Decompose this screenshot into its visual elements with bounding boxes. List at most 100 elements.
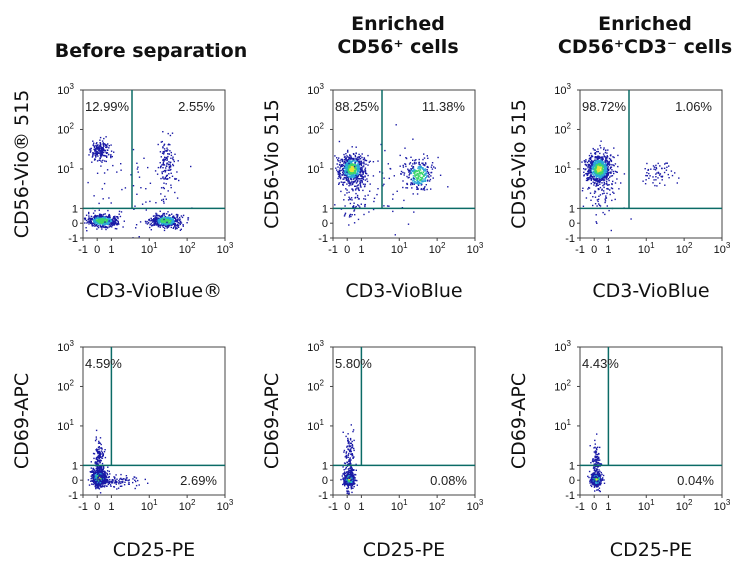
- event-dot: [157, 215, 159, 217]
- event-dot: [372, 175, 375, 177]
- event-dot: [101, 470, 103, 472]
- event-dot: [593, 149, 595, 151]
- event-dot: [360, 163, 362, 166]
- event-dot: [110, 482, 112, 484]
- event-dot: [95, 473, 98, 475]
- event-dot: [92, 467, 95, 470]
- event-dot: [100, 474, 103, 476]
- event-dot: [433, 166, 435, 168]
- event-dot: [343, 480, 345, 483]
- event-dot: [102, 219, 105, 222]
- event-dot: [114, 217, 116, 219]
- event-dot: [603, 176, 606, 179]
- event-dot: [347, 470, 349, 473]
- event-dot: [154, 170, 157, 172]
- event-dot: [356, 175, 358, 178]
- event-dot: [607, 149, 609, 151]
- event-dot: [608, 164, 611, 166]
- event-dot: [411, 165, 413, 167]
- event-dot: [597, 150, 599, 153]
- event-dot: [99, 150, 101, 152]
- event-dot: [609, 166, 612, 168]
- tick-base: 10: [467, 244, 479, 256]
- event-dot: [425, 184, 427, 186]
- event-dot: [358, 153, 360, 156]
- event-dot: [111, 479, 114, 481]
- event-dot: [344, 171, 347, 173]
- event-dot: [149, 182, 152, 184]
- quadrant-percentage: 11.38%: [422, 99, 466, 114]
- event-dot: [354, 185, 356, 187]
- event-dot: [417, 187, 419, 190]
- event-dot: [98, 454, 101, 456]
- event-dot: [415, 179, 418, 181]
- event-dot: [659, 173, 662, 175]
- event-dot: [377, 160, 379, 162]
- event-dot: [97, 485, 99, 487]
- event-dot: [170, 154, 173, 157]
- tick-exponent: 3: [70, 82, 75, 91]
- event-dot: [347, 178, 350, 180]
- event-dot: [613, 172, 615, 175]
- event-dot: [117, 487, 120, 489]
- event-dot: [349, 168, 351, 170]
- quadrant-percentage: 1.06%: [675, 99, 712, 114]
- event-dot: [162, 176, 164, 178]
- event-dot: [93, 472, 95, 475]
- event-dot: [599, 160, 601, 162]
- event-dot: [664, 184, 666, 186]
- event-dot: [421, 178, 423, 181]
- event-dot: [655, 173, 657, 175]
- event-dot: [172, 158, 174, 160]
- event-dot: [352, 163, 355, 166]
- tick-base: 10: [554, 124, 566, 136]
- event-dot: [161, 171, 163, 173]
- event-dot: [105, 223, 107, 225]
- event-dot: [167, 149, 169, 151]
- event-dot: [426, 175, 428, 177]
- event-dot: [352, 175, 354, 177]
- event-dot: [344, 174, 346, 176]
- event-dot: [418, 175, 421, 177]
- event-dot: [419, 179, 422, 182]
- event-dot: [169, 177, 171, 179]
- event-dot: [361, 178, 363, 180]
- event-dot: [104, 449, 106, 451]
- event-dot: [357, 163, 359, 165]
- event-dot: [357, 164, 360, 167]
- event-dot: [98, 479, 100, 481]
- event-dot: [359, 184, 362, 186]
- event-dot: [668, 177, 670, 179]
- event-dot: [88, 212, 90, 215]
- tick-exponent: 3: [70, 339, 75, 348]
- event-dot: [102, 152, 104, 154]
- event-dot: [109, 225, 111, 227]
- event-dot: [114, 221, 116, 223]
- column-title: CD56⁺ cells: [337, 36, 458, 58]
- event-dot: [350, 164, 352, 166]
- event-dot: [343, 178, 345, 180]
- event-dot: [648, 177, 650, 179]
- event-dot: [162, 167, 164, 169]
- event-dot: [426, 176, 428, 178]
- event-dot: [96, 151, 98, 153]
- event-dot: [358, 178, 360, 180]
- event-dot: [418, 167, 421, 169]
- event-dot: [384, 149, 386, 152]
- event-dot: [345, 476, 347, 478]
- event-dot: [352, 183, 354, 185]
- event-dot: [359, 158, 362, 160]
- event-dot: [595, 163, 597, 165]
- event-dot: [165, 169, 167, 172]
- tick-exponent: 1: [403, 498, 408, 507]
- event-dot: [421, 172, 423, 175]
- event-dot: [169, 214, 171, 217]
- event-dot: [98, 202, 100, 205]
- event-dot: [164, 227, 166, 229]
- tick-base: 10: [217, 501, 229, 513]
- event-dot: [345, 475, 348, 477]
- event-dot: [342, 431, 344, 433]
- event-dot: [350, 162, 352, 164]
- event-dot: [648, 172, 650, 175]
- event-dot: [597, 188, 600, 191]
